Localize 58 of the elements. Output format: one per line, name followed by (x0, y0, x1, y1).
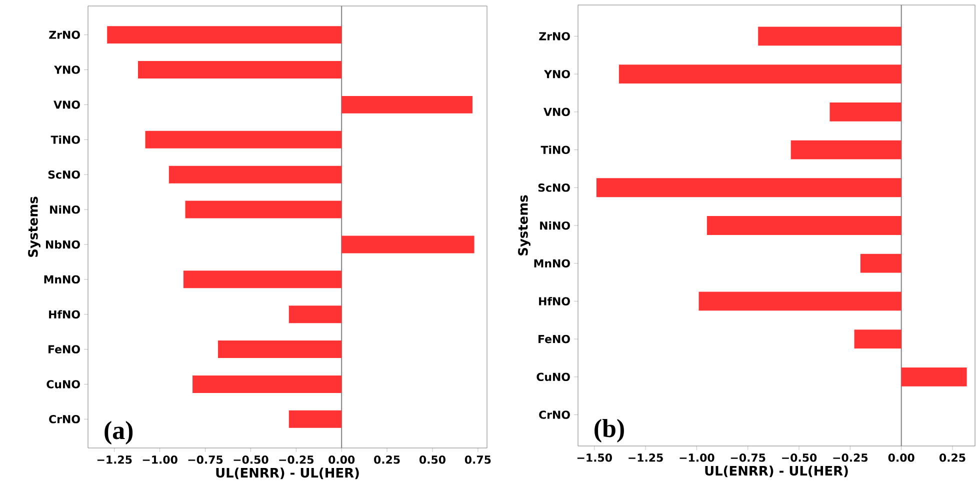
bar (145, 130, 342, 148)
bar (288, 410, 342, 428)
bar (342, 96, 472, 114)
y-tick-label: HfNO (539, 296, 570, 306)
x-tick-label: 0.00 (328, 456, 355, 464)
bar (138, 61, 342, 78)
y-tick-label: NbNO (46, 240, 80, 249)
x-axis-title: UL(ENRR) - UL(HER) (705, 466, 848, 478)
y-tick-label: HfNO (49, 310, 80, 319)
y-axis-title: Systems (518, 195, 530, 256)
y-tick-label: TiNO (540, 146, 570, 154)
bar (288, 306, 342, 324)
y-tick-label: ScNO (538, 184, 570, 192)
x-axis-title: UL(ENRR) - UL(HER) (216, 468, 359, 480)
bar (183, 270, 342, 288)
x-tick-label: −0.75 (730, 454, 766, 462)
x-tick-label: −0.25 (833, 454, 868, 462)
y-tick-label: ZrNO (49, 30, 80, 39)
y-tick-label: CuNO (536, 372, 570, 382)
x-tick-label: −1.25 (628, 454, 663, 462)
bar (168, 166, 342, 184)
y-tick-label: ScNO (48, 170, 80, 179)
x-tick-label: −1.25 (97, 456, 132, 464)
y-tick-label: TiNO (50, 135, 80, 144)
y-tick-label: YNO (544, 70, 570, 78)
annotation: (a) (104, 420, 133, 444)
y-tick-label: MnNO (534, 259, 570, 268)
bar (218, 340, 342, 358)
bar (185, 200, 342, 218)
x-tick-label: −1.50 (577, 454, 612, 462)
y-tick-label: CrNO (539, 410, 570, 419)
y-tick-label: ZrNO (539, 32, 570, 40)
x-tick-label: −0.75 (188, 456, 223, 464)
y-tick-label: VNO (54, 100, 80, 109)
x-tick-label: −1.00 (142, 456, 178, 464)
bar (192, 375, 342, 393)
y-tick-label: YNO (54, 66, 80, 74)
x-tick-label: −0.25 (279, 456, 314, 464)
x-tick-label: 0.75 (464, 456, 491, 464)
x-tick-label: −0.50 (782, 454, 817, 462)
x-tick-label: 0.00 (888, 454, 914, 462)
y-tick-label: CrNO (49, 415, 80, 424)
y-tick-label: CuNO (46, 380, 80, 388)
x-tick-label: 0.25 (940, 454, 966, 462)
annotation: (b) (594, 418, 624, 442)
bar (107, 26, 342, 44)
y-tick-label: NiNO (540, 221, 570, 230)
x-tick-label: −1.00 (680, 454, 714, 462)
y-tick-label: FeNO (538, 334, 570, 344)
y-tick-label: NiNO (50, 205, 80, 214)
x-tick-label: 0.25 (374, 456, 400, 464)
y-tick-label: MnNO (44, 275, 80, 284)
bar (342, 236, 474, 254)
y-tick-label: VNO (544, 108, 570, 116)
y-tick-label: FeNO (48, 345, 80, 354)
y-axis-title: Systems (28, 196, 40, 257)
x-tick-label: 0.50 (419, 456, 446, 464)
x-tick-label: −0.50 (234, 456, 268, 464)
